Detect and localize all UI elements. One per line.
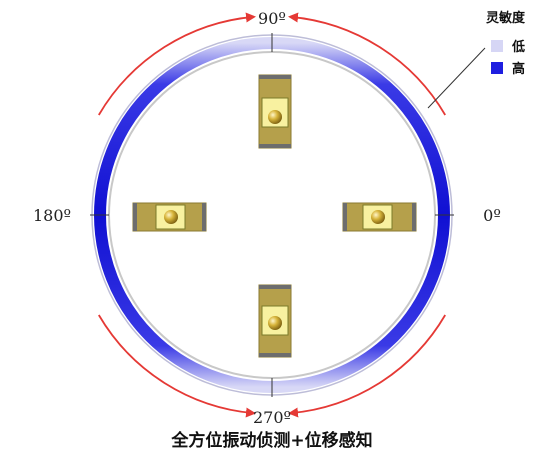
sensor-ball (164, 210, 178, 224)
sensor-ball (371, 210, 385, 224)
legend-leader-line (427, 47, 486, 109)
sensor-top (258, 74, 292, 149)
legend-title: 灵敏度 (486, 10, 526, 26)
rotation-arrows (98, 12, 446, 418)
sensor-bottom (258, 284, 292, 358)
sensitivity-legend: 灵敏度 低 高 (427, 10, 526, 109)
legend-swatch-low (491, 40, 503, 52)
diagram-caption: 全方位振动侦测+位移感知 (170, 430, 372, 451)
angle-label-270: 270º (253, 408, 291, 427)
angle-ticks (90, 33, 454, 397)
legend-label-low: 低 (511, 39, 525, 55)
legend-swatch-high (491, 62, 503, 74)
sensor-ball (268, 110, 282, 124)
angle-label-90: 90º (258, 9, 286, 28)
legend-label-high: 高 (512, 61, 525, 77)
sensor-ball (268, 316, 282, 330)
sensor-left (132, 202, 207, 232)
angle-label-0: 0º (483, 206, 501, 225)
angle-label-180: 180º (33, 206, 71, 225)
sensor-right (342, 202, 417, 232)
